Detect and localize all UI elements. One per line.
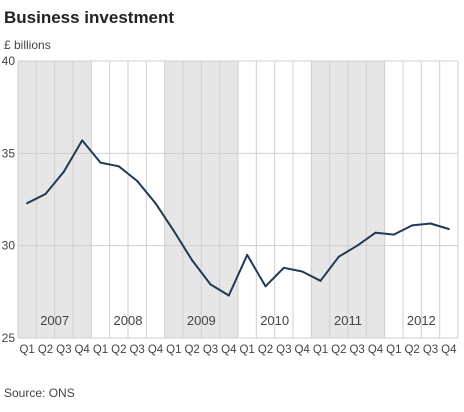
data-point: [136, 180, 139, 183]
x-tick-label: Q2: [184, 344, 199, 356]
source-note: Source: ONS: [4, 386, 75, 400]
data-point: [392, 233, 395, 236]
x-tick-label: Q2: [111, 344, 126, 356]
data-point: [246, 253, 249, 256]
data-point: [337, 255, 340, 258]
y-axis-unit-label: £ billions: [4, 38, 51, 52]
x-tick-label: Q4: [148, 344, 164, 356]
gridlines: [17, 60, 459, 339]
data-point: [172, 229, 175, 232]
data-point: [374, 231, 377, 234]
data-point: [319, 279, 322, 282]
x-tick-label: Q2: [404, 344, 419, 356]
x-tick-label: Q1: [166, 344, 181, 356]
data-point: [282, 266, 285, 269]
x-tick-label: Q4: [74, 344, 90, 356]
data-point: [154, 202, 157, 205]
x-tick-label: Q1: [93, 344, 108, 356]
series-line: [26, 139, 450, 297]
x-tick-label: Q3: [423, 344, 438, 356]
x-tick-label: Q3: [276, 344, 291, 356]
data-series: [26, 139, 450, 297]
x-tick-label: Q1: [19, 344, 34, 356]
data-point: [191, 259, 194, 262]
x-tick-label: Q4: [368, 344, 384, 356]
x-tick-label: Q3: [203, 344, 218, 356]
x-tick-label: Q1: [313, 344, 328, 356]
x-tick-label: Q3: [349, 344, 364, 356]
x-tick-label: Q3: [129, 344, 144, 356]
x-tick-label: Q4: [294, 344, 310, 356]
data-point: [117, 165, 120, 168]
x-tick-label: Q1: [386, 344, 401, 356]
data-point: [44, 192, 47, 195]
x-tick-label: Q2: [38, 344, 53, 356]
data-point: [26, 202, 29, 205]
year-label-2008: 2008: [114, 313, 143, 328]
data-point: [264, 285, 267, 288]
y-tick-label: 25: [2, 331, 16, 345]
data-point: [429, 222, 432, 225]
year-labels: 2007 2008 2009 2010 2011 2012: [40, 313, 436, 328]
y-tick-label: 35: [2, 146, 16, 160]
data-point: [301, 270, 304, 273]
data-point: [227, 294, 230, 297]
x-tick-labels: Q1 Q2 Q3 Q4 Q1 Q2 Q3 Q4 Q1 Q2 Q3 Q4 Q1 Q2 Q3 Q4 Q1 Q2 Q3 Q4…: [19, 344, 457, 356]
x-tick-label: Q3: [56, 344, 71, 356]
data-point: [81, 139, 84, 142]
x-tick-label: Q2: [331, 344, 346, 356]
data-point: [209, 283, 212, 286]
x-tick-label: Q4: [221, 344, 237, 356]
year-label-2012: 2012: [407, 313, 436, 328]
year-label-2009: 2009: [187, 313, 216, 328]
x-tick-label: Q1: [239, 344, 254, 356]
chart-title: Business investment: [4, 8, 175, 27]
y-tick-labels: 25 30 35 40: [2, 54, 16, 345]
y-tick-label: 40: [2, 54, 16, 68]
data-point: [411, 224, 414, 227]
data-point: [99, 161, 102, 164]
data-point: [447, 228, 450, 231]
data-point: [356, 244, 359, 247]
data-point: [62, 170, 65, 173]
y-tick-label: 30: [2, 239, 16, 253]
year-label-2007: 2007: [40, 313, 69, 328]
year-label-2010: 2010: [260, 313, 289, 328]
x-tick-label: Q2: [258, 344, 273, 356]
year-label-2011: 2011: [334, 313, 362, 328]
x-tick-label: Q4: [441, 344, 457, 356]
